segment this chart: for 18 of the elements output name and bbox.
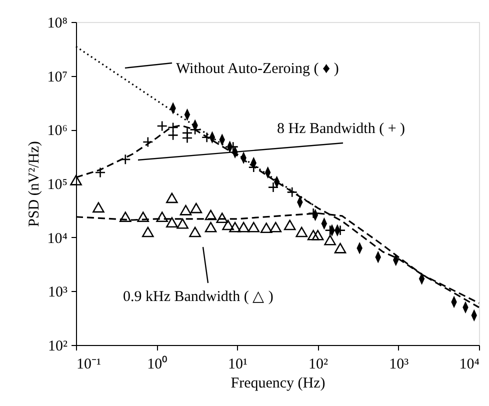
- x-tick-label: 10²: [308, 356, 329, 372]
- y-tick-label: 10²: [48, 338, 68, 354]
- y-tick-label: 10⁵: [47, 177, 68, 193]
- y-tick-label: 10³: [48, 284, 68, 301]
- x-tick-label: 10¹: [228, 356, 248, 372]
- x-axis-title: Frequency (Hz): [230, 376, 326, 392]
- x-tick-label: 10⁴: [459, 356, 480, 372]
- annotation: Without Auto-Zeroing ( ♦ ): [176, 61, 339, 77]
- x-tick-label: 10⁻¹: [76, 356, 101, 372]
- x-tick-label: 10⁰: [147, 356, 168, 372]
- y-axis-title: PSD (nV²/Hz): [26, 141, 42, 227]
- y-tick-label: 10⁶: [47, 123, 68, 140]
- annotation: 0.9 kHz Bandwidth ( △ ): [123, 289, 274, 305]
- y-tick-label: 10⁴: [47, 230, 68, 247]
- y-tick-label: 10⁸: [47, 16, 68, 32]
- annotation: 8 Hz Bandwidth ( + ): [277, 121, 406, 137]
- x-tick-label: 10³: [389, 356, 410, 372]
- y-tick-label: 10⁷: [47, 69, 68, 86]
